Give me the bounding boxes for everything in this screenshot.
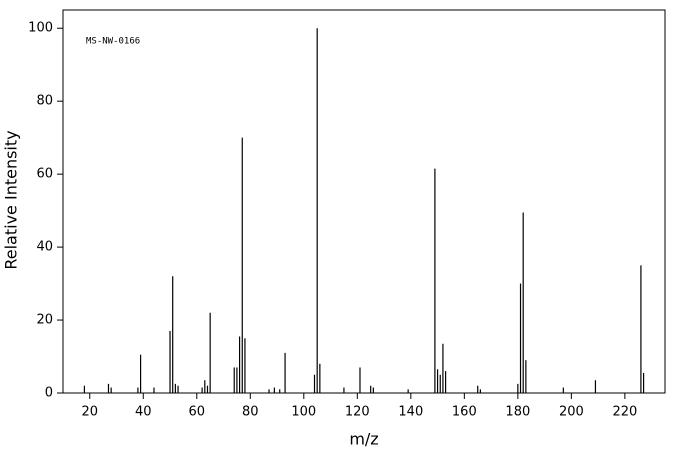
x-axis-label: m/z	[349, 430, 378, 449]
plot-frame	[62, 9, 666, 394]
y-tick-label: 100	[28, 21, 53, 36]
x-tick-label: 20	[81, 405, 98, 420]
x-tick-label: 100	[291, 405, 316, 420]
annotation: MS-NW-0166	[86, 37, 140, 47]
x-tick-label: 120	[345, 405, 370, 420]
x-tick-label: 140	[398, 405, 423, 420]
y-tick-label: 40	[36, 240, 53, 255]
x-tick-label: 40	[135, 405, 152, 420]
x-tick-label: 180	[505, 405, 530, 420]
x-tick-label: 160	[452, 405, 477, 420]
y-axis-label: Relative Intensity	[2, 130, 21, 269]
y-tick-label: 80	[36, 94, 53, 109]
y-tick-label: 20	[36, 313, 53, 328]
x-tick-label: 80	[242, 405, 259, 420]
y-tick-label: 0	[45, 386, 53, 401]
x-tick-label: 200	[559, 405, 584, 420]
x-tick-label: 220	[612, 405, 637, 420]
x-tick-label: 60	[189, 405, 206, 420]
y-tick-label: 60	[36, 167, 53, 182]
